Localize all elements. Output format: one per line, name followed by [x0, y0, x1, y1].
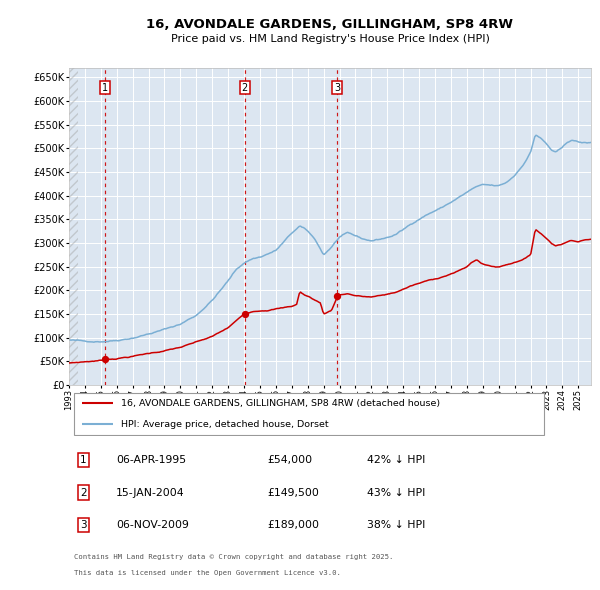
Point [100, 355, 110, 364]
Point [332, 291, 342, 300]
Text: 06-APR-1995: 06-APR-1995 [116, 455, 186, 465]
Text: Price paid vs. HM Land Registry's House Price Index (HPI): Price paid vs. HM Land Registry's House … [170, 34, 490, 44]
Text: 2: 2 [80, 487, 87, 497]
Point [240, 310, 250, 319]
Text: This data is licensed under the Open Government Licence v3.0.: This data is licensed under the Open Gov… [74, 570, 341, 576]
Text: 43% ↓ HPI: 43% ↓ HPI [367, 487, 425, 497]
Text: HPI: Average price, detached house, Dorset: HPI: Average price, detached house, Dors… [121, 420, 329, 429]
Text: 16, AVONDALE GARDENS, GILLINGHAM, SP8 4RW (detached house): 16, AVONDALE GARDENS, GILLINGHAM, SP8 4R… [121, 399, 440, 408]
Text: 3: 3 [334, 83, 340, 93]
Text: 15-JAN-2004: 15-JAN-2004 [116, 487, 185, 497]
Text: 3: 3 [80, 520, 87, 530]
Text: 16, AVONDALE GARDENS, GILLINGHAM, SP8 4RW: 16, AVONDALE GARDENS, GILLINGHAM, SP8 4R… [146, 18, 514, 31]
Text: 1: 1 [102, 83, 108, 93]
Text: £54,000: £54,000 [268, 455, 313, 465]
Text: £149,500: £149,500 [268, 487, 319, 497]
Text: 06-NOV-2009: 06-NOV-2009 [116, 520, 189, 530]
Text: 2: 2 [242, 83, 248, 93]
Text: 1: 1 [80, 455, 87, 465]
Text: 42% ↓ HPI: 42% ↓ HPI [367, 455, 425, 465]
FancyBboxPatch shape [74, 393, 544, 435]
Bar [69, 68, 78, 385]
Text: £189,000: £189,000 [268, 520, 319, 530]
Text: 38% ↓ HPI: 38% ↓ HPI [367, 520, 425, 530]
Text: Contains HM Land Registry data © Crown copyright and database right 2025.: Contains HM Land Registry data © Crown c… [74, 554, 394, 560]
